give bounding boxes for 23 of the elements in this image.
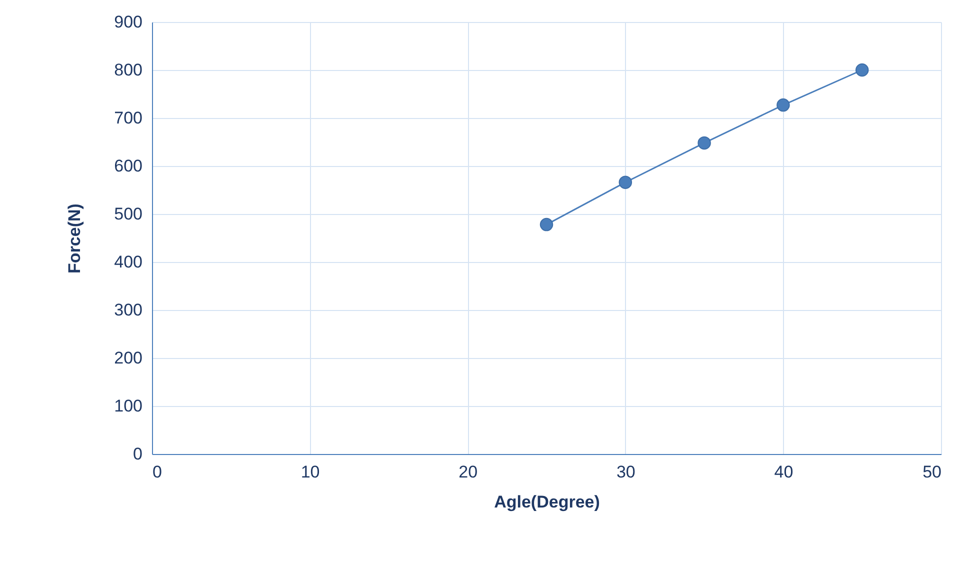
y-tick-label: 800 — [114, 60, 142, 80]
y-axis-title: Force(N) — [65, 204, 84, 274]
point — [618, 176, 632, 189]
y-tick-label: 700 — [114, 108, 142, 128]
x-tick-label: 0 — [152, 462, 162, 482]
y-tick-label: 400 — [114, 252, 142, 272]
x-axis-title: Agle(Degree) — [494, 492, 600, 512]
point — [540, 218, 554, 232]
x-tick-label: 40 — [774, 462, 794, 482]
y-tick-label: 600 — [114, 156, 142, 176]
y-tick-label: 300 — [114, 300, 142, 320]
point — [855, 63, 869, 77]
x-tick-label: 10 — [300, 462, 320, 482]
y-tick-label: 200 — [114, 348, 142, 368]
y-tick-label: 500 — [114, 204, 142, 224]
y-tick-label: 100 — [114, 396, 142, 416]
y-tick-label: 0 — [133, 444, 142, 464]
x-tick-label: 20 — [458, 462, 478, 482]
point — [698, 136, 711, 150]
x-tick-label: 30 — [616, 462, 636, 482]
point — [776, 98, 790, 112]
y-tick-label: 900 — [114, 12, 142, 32]
x-tick-label: 50 — [922, 462, 942, 482]
